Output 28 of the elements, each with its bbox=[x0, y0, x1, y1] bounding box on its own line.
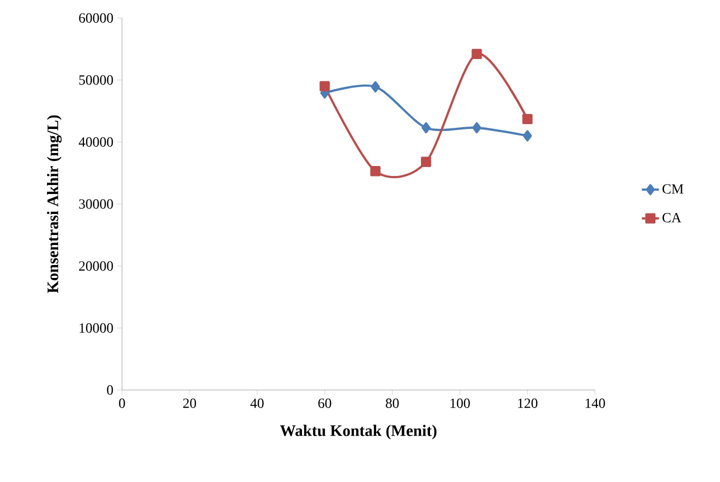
x-tick-label: 40 bbox=[250, 398, 264, 408]
x-tick-label: 20 bbox=[183, 398, 196, 408]
x-tick-label: 140 bbox=[586, 398, 605, 408]
point bbox=[370, 81, 380, 92]
point bbox=[522, 130, 532, 142]
point bbox=[422, 122, 431, 134]
y-tick-label: 10000 bbox=[80, 323, 113, 333]
point bbox=[522, 114, 533, 124]
y-axis-title: Konsentrasi Akhir (mg/L) bbox=[47, 115, 62, 294]
point bbox=[472, 48, 482, 60]
x-tick-label: 60 bbox=[318, 398, 332, 408]
x-tick-label: 100 bbox=[450, 398, 470, 408]
x-tick-label: 0 bbox=[119, 398, 125, 408]
point bbox=[472, 122, 482, 134]
legend-label: CM bbox=[662, 184, 684, 194]
y-tick-label: 40000 bbox=[78, 137, 113, 147]
x-tick-label: 80 bbox=[386, 398, 399, 408]
y-tick-label: 60000 bbox=[79, 13, 113, 23]
x-tick-label: 120 bbox=[518, 398, 538, 408]
point bbox=[320, 81, 330, 92]
y-tick-label: 30000 bbox=[79, 199, 113, 209]
point bbox=[420, 156, 432, 167]
point bbox=[370, 166, 380, 176]
y-tick-label: 50000 bbox=[79, 75, 113, 85]
y-tick-label: 20000 bbox=[79, 261, 113, 271]
legend-label: CA bbox=[662, 212, 682, 222]
y-tick-label: 0 bbox=[107, 385, 113, 395]
x-axis-title: Waktu Kontak (Menit) bbox=[280, 424, 436, 440]
